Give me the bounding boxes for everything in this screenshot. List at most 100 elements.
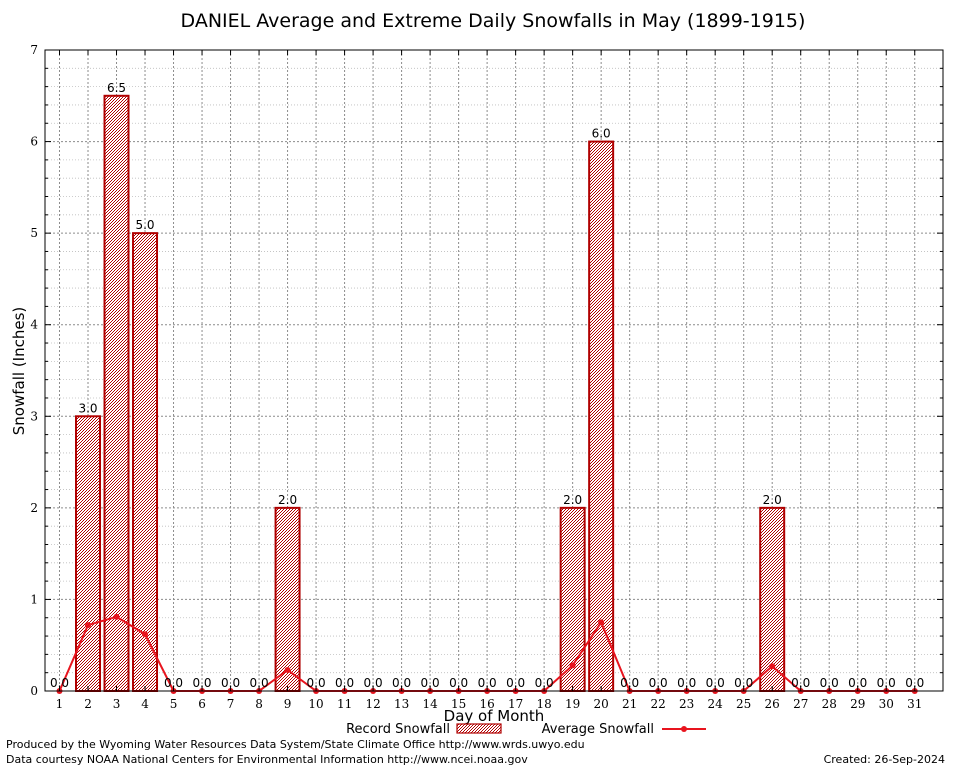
y-tick-label: 7 bbox=[30, 43, 38, 57]
data-label: 0.0 bbox=[392, 676, 411, 690]
average-point bbox=[142, 631, 149, 638]
plot-frame bbox=[44, 49, 944, 692]
average-point bbox=[284, 666, 291, 673]
data-labels: 0.0 3.0 6.5 5.0 0.0 0.0 0.0 0.0 2.0 0.0 0.0 0.0 0.0 0… bbox=[50, 81, 924, 690]
data-label: 0.0 bbox=[221, 676, 240, 690]
x-axis-label: Day of Month bbox=[444, 707, 545, 725]
data-label: 0.0 bbox=[620, 676, 639, 690]
data-label: 0.0 bbox=[364, 676, 383, 690]
average-point bbox=[598, 619, 605, 626]
x-tick-label: 9 bbox=[284, 697, 292, 711]
x-tick-label: 24 bbox=[708, 697, 724, 711]
x-tick-label: 19 bbox=[565, 697, 580, 711]
x-tick-label: 30 bbox=[879, 697, 894, 711]
legend-record-label: Record Snowfall bbox=[346, 722, 450, 737]
average-point bbox=[85, 622, 92, 629]
data-label: 0.0 bbox=[734, 676, 753, 690]
data-label: 0.0 bbox=[677, 676, 696, 690]
data-label: 0.0 bbox=[877, 676, 896, 690]
x-tick-label: 5 bbox=[170, 697, 178, 711]
x-tick-label: 17 bbox=[508, 697, 523, 711]
x-tick-label: 4 bbox=[141, 697, 149, 711]
footer-created: Created: 26-Sep-2024 bbox=[823, 753, 945, 766]
footer-producer: Produced by the Wyoming Water Resources … bbox=[6, 738, 585, 751]
legend-record-swatch bbox=[456, 723, 502, 734]
average-point bbox=[569, 662, 576, 669]
x-tick-label: 16 bbox=[479, 697, 494, 711]
x-tick-label: 21 bbox=[622, 697, 637, 711]
data-label: 0.0 bbox=[478, 676, 497, 690]
x-tick-label: 27 bbox=[793, 697, 808, 711]
footer-courtesy: Data courtesy NOAA National Centers for … bbox=[6, 753, 528, 766]
x-tick-label: 1 bbox=[56, 697, 64, 711]
legend-average-label: Average Snowfall bbox=[542, 722, 654, 737]
data-label: 0.0 bbox=[820, 676, 839, 690]
x-tick-label: 3 bbox=[113, 697, 121, 711]
x-tick-label: 20 bbox=[594, 697, 609, 711]
x-tick-label: 8 bbox=[255, 697, 263, 711]
x-tick-label: 13 bbox=[394, 697, 409, 711]
legend-average-marker bbox=[681, 726, 687, 732]
x-tick-label: 18 bbox=[536, 697, 551, 711]
data-label: 0.0 bbox=[50, 676, 69, 690]
data-label: 2.0 bbox=[278, 493, 297, 507]
average-point bbox=[769, 663, 776, 670]
data-label: 3.0 bbox=[78, 401, 97, 415]
data-label: 0.0 bbox=[250, 676, 269, 690]
record-bar bbox=[274, 506, 301, 692]
data-label: 0.0 bbox=[535, 676, 554, 690]
record-bar bbox=[588, 140, 615, 693]
record-bar bbox=[559, 506, 586, 692]
y-tick-label: 2 bbox=[30, 501, 38, 515]
y-tick-label: 5 bbox=[30, 226, 38, 240]
x-tick-label: 11 bbox=[337, 697, 352, 711]
x-tick-label: 10 bbox=[308, 697, 323, 711]
record-bar bbox=[103, 94, 130, 693]
grid bbox=[45, 50, 943, 691]
data-label: 6.5 bbox=[107, 81, 126, 95]
record-bar bbox=[759, 506, 786, 692]
y-tick-label: 6 bbox=[30, 135, 38, 149]
data-label: 0.0 bbox=[192, 676, 211, 690]
y-axis-label: Snowfall (Inches) bbox=[10, 307, 28, 435]
x-tick-label: 26 bbox=[765, 697, 780, 711]
x-tick-label: 14 bbox=[422, 697, 438, 711]
x-tick-label: 2 bbox=[84, 697, 92, 711]
x-tick-label: 28 bbox=[822, 697, 837, 711]
record-bar bbox=[132, 232, 159, 692]
data-label: 0.0 bbox=[848, 676, 867, 690]
data-label: 0.0 bbox=[905, 676, 924, 690]
tick-labels: 1 2 3 4 5 6 7 8 9 10 11 12 13 14 15 16 17 18 19 20 21 22 23 24 2… bbox=[30, 43, 943, 711]
x-tick-label: 29 bbox=[850, 697, 865, 711]
data-label: 0.0 bbox=[335, 676, 354, 690]
data-label: 0.0 bbox=[307, 676, 326, 690]
average-point bbox=[113, 613, 120, 620]
data-label: 0.0 bbox=[706, 676, 725, 690]
x-tick-label: 12 bbox=[365, 697, 380, 711]
x-tick-label: 23 bbox=[679, 697, 694, 711]
x-tick-label: 31 bbox=[907, 697, 922, 711]
y-tick-label: 0 bbox=[30, 684, 38, 698]
data-label: 0.0 bbox=[421, 676, 440, 690]
x-tick-label: 22 bbox=[651, 697, 666, 711]
data-label: 0.0 bbox=[506, 676, 525, 690]
legend: Record Snowfall Average Snowfall bbox=[346, 722, 706, 737]
y-tick-label: 3 bbox=[30, 409, 38, 423]
x-tick-label: 7 bbox=[227, 697, 235, 711]
data-label: 0.0 bbox=[449, 676, 468, 690]
y-tick-label: 4 bbox=[30, 318, 38, 332]
data-label: 0.0 bbox=[791, 676, 810, 690]
data-label: 2.0 bbox=[763, 493, 782, 507]
data-label: 0.0 bbox=[164, 676, 183, 690]
data-label: 2.0 bbox=[563, 493, 582, 507]
data-label: 0.0 bbox=[649, 676, 668, 690]
x-tick-label: 15 bbox=[451, 697, 466, 711]
x-tick-label: 25 bbox=[736, 697, 751, 711]
bars bbox=[75, 94, 786, 693]
x-tick-label: 6 bbox=[198, 697, 206, 711]
data-label: 6.0 bbox=[592, 127, 611, 141]
chart-title: DANIEL Average and Extreme Daily Snowfal… bbox=[181, 10, 806, 32]
record-bar bbox=[75, 415, 102, 692]
data-label: 5.0 bbox=[135, 218, 154, 232]
